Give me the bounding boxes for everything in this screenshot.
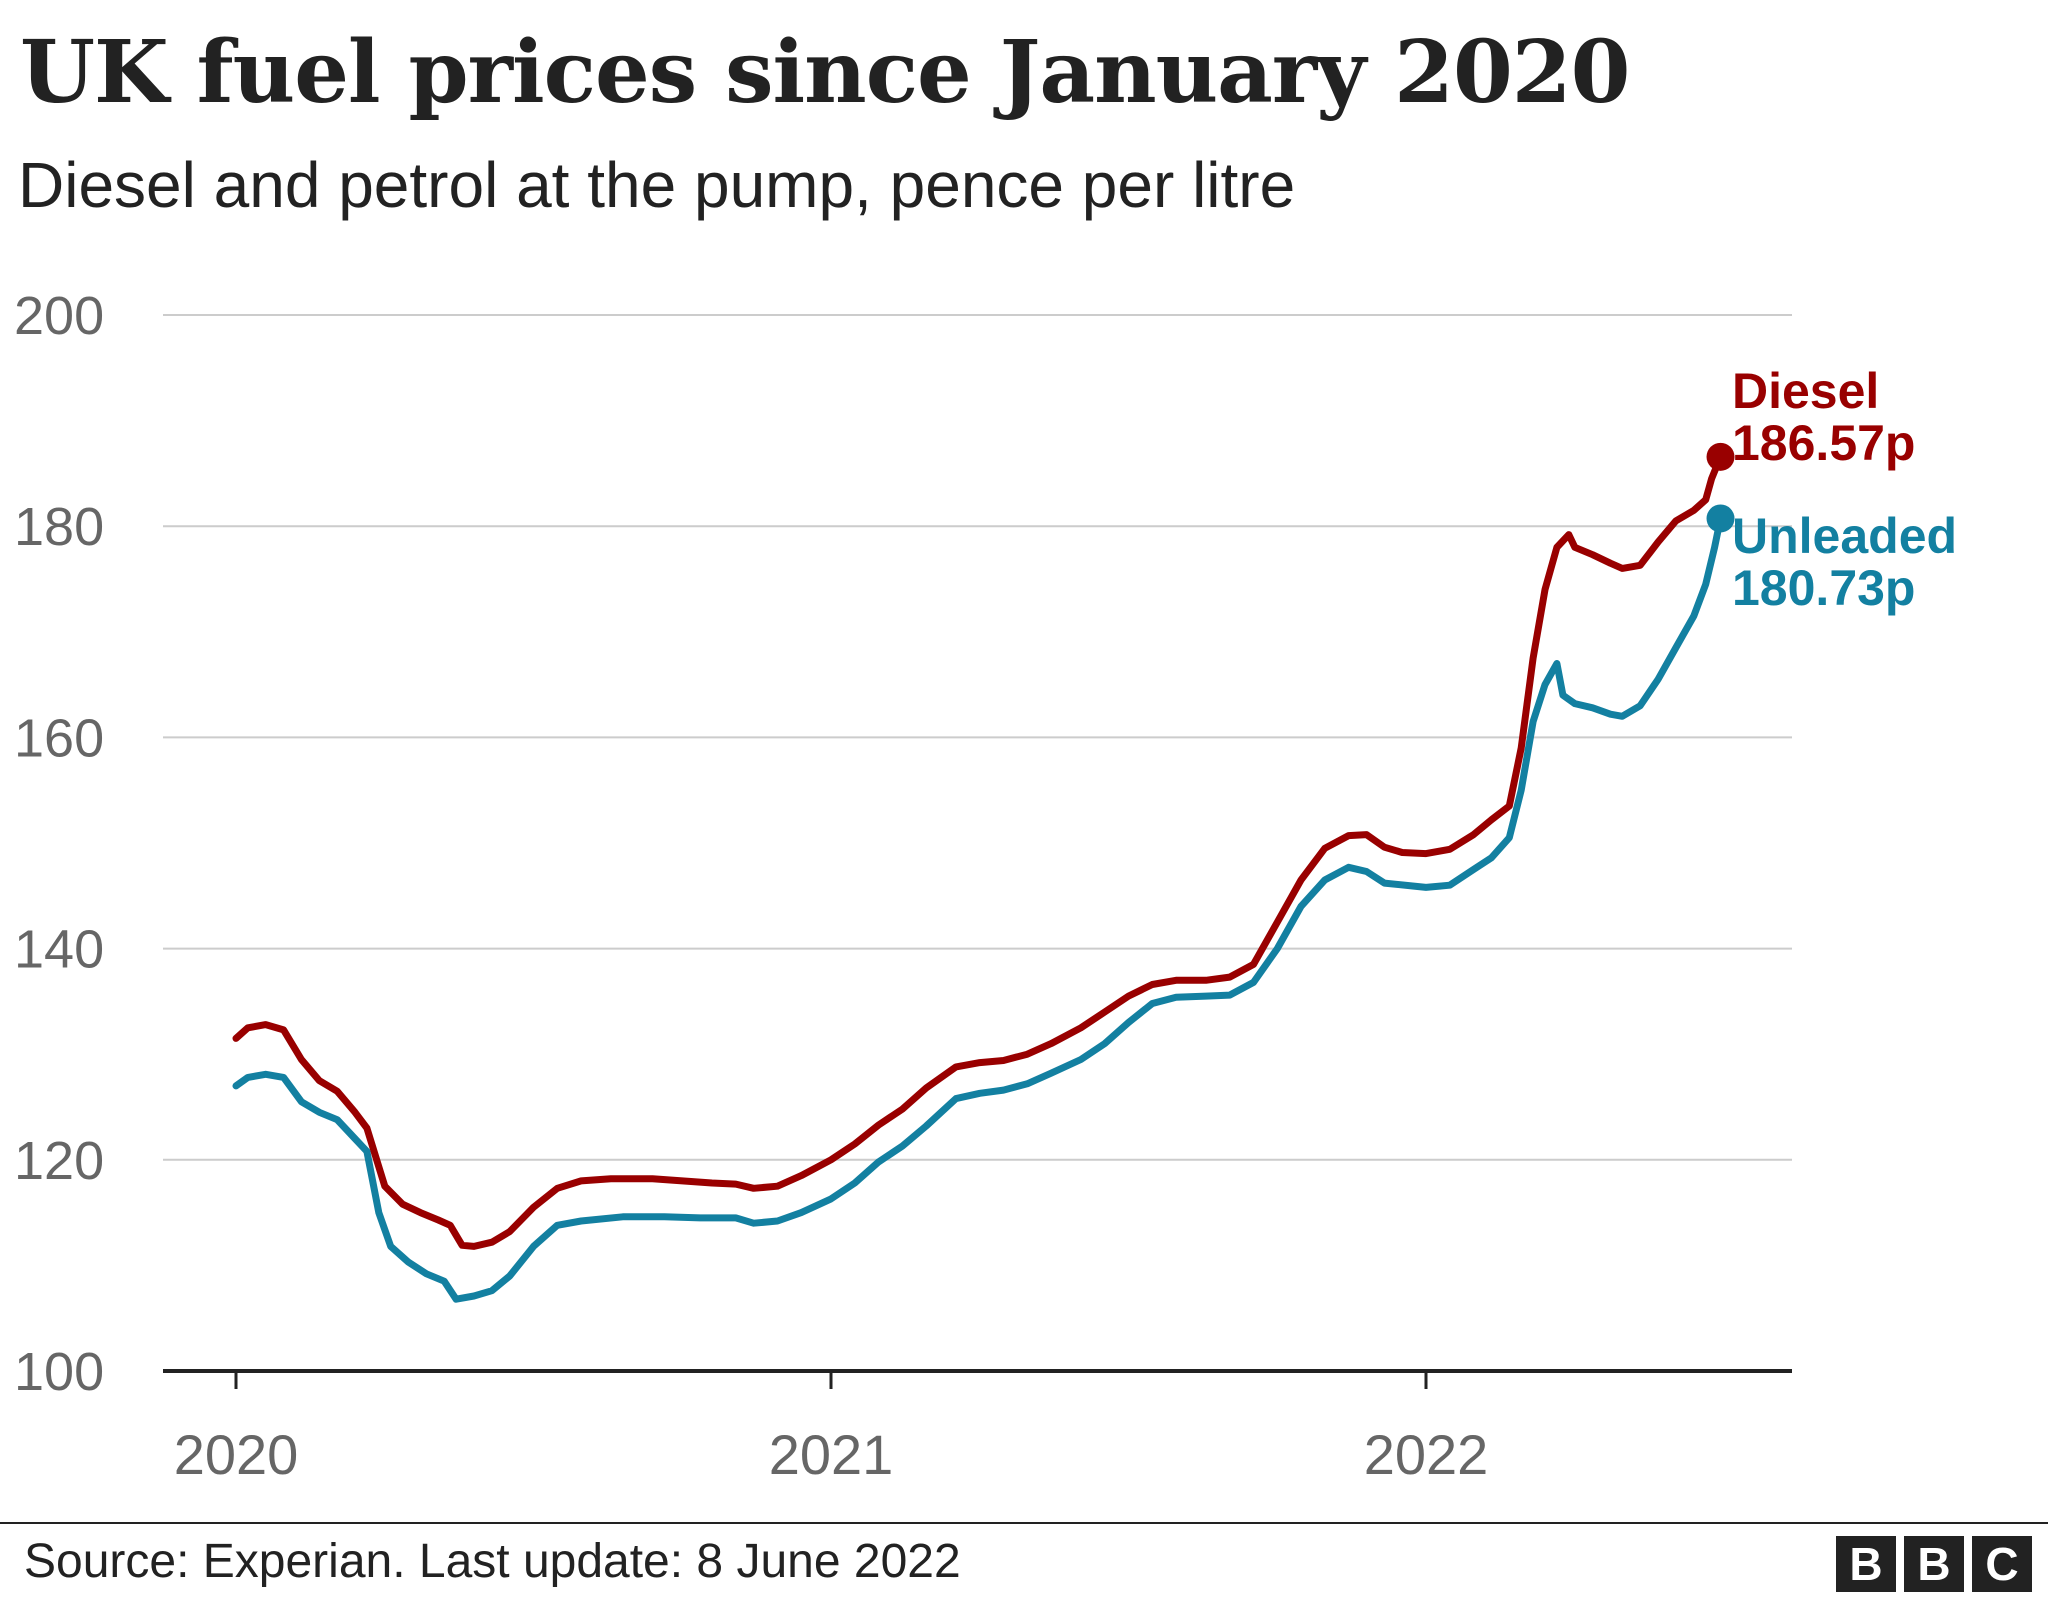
diesel-end-label-value: 186.57p — [1732, 415, 1915, 471]
bbc-logo: B B C — [1836, 1536, 2032, 1592]
logo-letter-1: B — [1836, 1536, 1896, 1592]
unleaded-end-point — [1706, 504, 1735, 533]
diesel-end-point — [1706, 442, 1735, 471]
y-tick-label-160: 160 — [14, 708, 104, 768]
source-note: Source: Experian. Last update: 8 June 20… — [24, 1535, 961, 1588]
chart-title: UK fuel prices since January 2020 — [20, 22, 1630, 123]
logo-letter-3: C — [1972, 1536, 2032, 1592]
chart-subtitle: Diesel and petrol at the pump, pence per… — [18, 149, 1296, 221]
unleaded-end-label-value: 180.73p — [1732, 560, 1915, 616]
y-tick-label-200: 200 — [14, 286, 104, 346]
x-tick-label-2021: 2021 — [769, 1423, 894, 1486]
x-axis-ticks: 2020 2021 2022 — [174, 1371, 1489, 1486]
diesel-line — [232, 453, 1724, 1250]
diesel-end-label-name: Diesel — [1732, 363, 1879, 419]
y-axis-ticks: 100 120 140 160 180 200 — [14, 286, 104, 1402]
y-tick-label-180: 180 — [14, 497, 104, 557]
logo-letter-2: B — [1904, 1536, 1964, 1592]
x-tick-label-2022: 2022 — [1364, 1423, 1489, 1486]
x-tick-label-2020: 2020 — [174, 1423, 299, 1486]
y-tick-label-100: 100 — [14, 1342, 104, 1402]
unleaded-line — [232, 515, 1724, 1303]
series-lines — [232, 442, 1735, 1303]
unleaded-end-label-name: Unleaded — [1732, 508, 1957, 564]
y-tick-label-120: 120 — [14, 1131, 104, 1191]
y-tick-label-140: 140 — [14, 920, 104, 980]
gridlines — [163, 314, 1792, 1373]
footer-divider — [0, 1522, 2048, 1524]
